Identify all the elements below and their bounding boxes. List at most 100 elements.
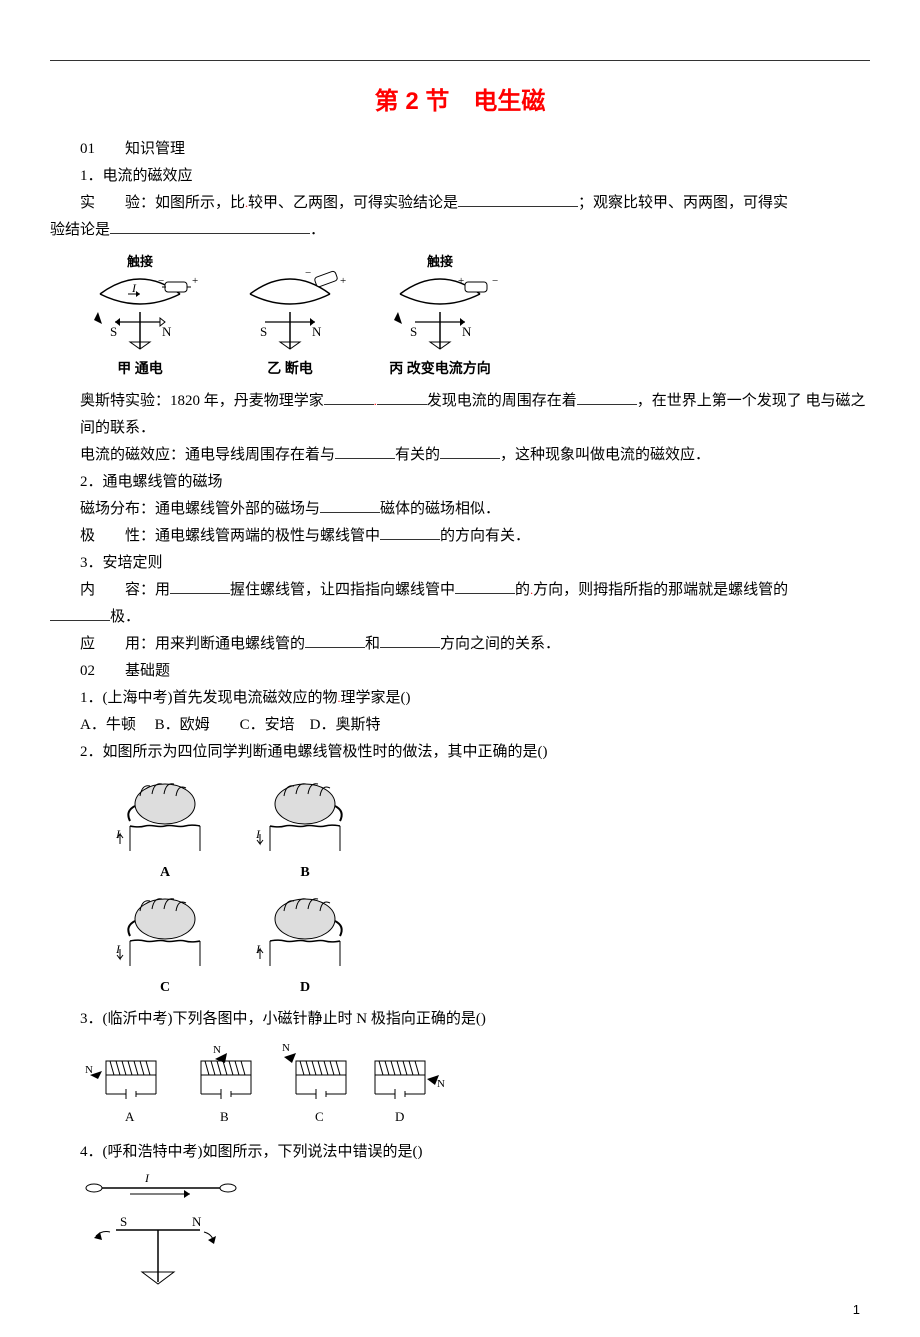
t: ，这种现象叫做电流的磁效应． [500,447,710,463]
svg-text:N: N [462,324,472,339]
svg-text:触接: 触接 [426,254,453,269]
opt-a: A．牛顿 [80,717,136,733]
circuit-diagram-icon: 触接 −+ I S N [80,254,200,354]
figure-row-1: 触接 −+ I S N 甲 通电 [80,254,870,378]
wire-compass-icon: I S N [80,1172,240,1292]
page-number: 1 [853,1302,860,1317]
section-01-header: 01 知识管理 [50,136,870,163]
svg-text:A: A [125,1109,135,1124]
t: 用 [155,582,170,598]
t: 如图所示，比 [155,195,245,211]
t: 奥斯特实验：1820 年，丹麦物理学家 [80,393,324,409]
q4-figure: I S N [80,1172,870,1297]
chapter-title: 第 2 节 电生磁 [50,81,870,116]
t: 电流的磁效应：通电导线周围存在着与 [80,447,335,463]
fig-label: B [300,865,309,881]
svg-text:S: S [110,324,117,339]
svg-text:N: N [213,1044,221,1056]
circuit-diagram-icon: −+ S N [230,254,350,354]
svg-text:N: N [282,1042,290,1054]
svg-text:I: I [144,1172,150,1185]
km-exp-line2: 验结论是． [50,217,870,244]
km-use: 应 用：用来判断通电螺线管的 和 方向之间的关系． [50,631,870,658]
hand-rule-icon: I [250,891,360,976]
fill-blank [377,389,427,405]
label: 实 验： [80,195,155,211]
fill-blank [305,632,365,648]
svg-text:D: D [395,1109,404,1124]
fill-blank [380,524,440,540]
fill-blank [380,632,440,648]
km-h3: 3．安培定则 [50,550,870,577]
svg-text:+: + [340,275,346,287]
opt-d: D．奥斯特 [310,717,381,733]
svg-text:B: B [220,1109,229,1124]
top-rule [50,60,870,61]
t: 较甲、乙两图，可得实验结论是 [248,195,458,211]
touch-label: 触接 [126,254,153,269]
km-h1: 1．电流的磁效应 [50,163,870,190]
q3: 3．(临沂中考)下列各图中，小磁针静止时 N 极指向正确的是() [50,1006,870,1033]
fig-caption: 乙 断电 [267,358,313,378]
t: 握住螺线管，让四指指向螺线管中 [230,582,455,598]
t: ；观察比较甲、丙两图，可得实 [578,195,788,211]
q2-figures: I A I B [80,776,870,996]
q2: 2．如图所示为四位同学判断通电螺线管极性时的做法，其中正确的是() [50,739,870,766]
svg-text:−: − [158,275,164,287]
fill-blank [458,191,578,207]
fill-blank [577,389,637,405]
opt-c: C．安培 [240,717,295,733]
t: 极． [110,609,140,625]
t: 应 用： [80,636,155,652]
section-num: 01 [80,141,95,157]
hand-fig-c: I C [110,891,220,996]
fig-caption: 甲 通电 [117,358,163,378]
hand-fig-b: I B [250,776,360,881]
fill-blank [455,578,515,594]
opt-b: B．欧姆 [155,717,210,733]
fill-blank [320,497,380,513]
q1: 1．(上海中考)首先发现电流磁效应的物.理学家是() [50,685,870,712]
solenoid-row-icon: N A N B N [80,1039,450,1134]
t: 理学家是() [341,690,411,706]
fig-jia: 触接 −+ I S N 甲 通电 [80,254,200,378]
fill-blank [110,218,310,234]
svg-text:S: S [410,324,417,339]
q3-figures: N A N B N [80,1039,870,1139]
svg-text:−: − [305,267,311,279]
circuit-diagram-icon: 触接 + − S N [380,254,500,354]
t: 用来判断通电螺线管的 [155,636,305,652]
fig-label: C [160,980,170,996]
t: 有关的 [395,447,440,463]
svg-text:N: N [437,1078,445,1090]
svg-text:−: − [492,275,498,287]
svg-text:C: C [315,1109,324,1124]
t: 和 [365,636,380,652]
section-label: 基础题 [125,663,170,679]
fig-label: A [160,865,170,881]
hand-rule-icon: I [250,776,360,861]
fig-label: D [300,980,310,996]
t: 发现电流的周围存在着 [427,393,577,409]
km-content-line2: 极． [50,604,870,631]
svg-text:+: + [458,275,464,287]
t: 磁场分布：通电螺线管外部的磁场与 [80,501,320,517]
fill-blank [324,389,374,405]
fig-bing: 触接 +− S N 丙 改变电流方向 [380,254,500,378]
fig-yi: −+ S N 乙 断电 [230,254,350,378]
t: 磁体的磁场相似． [380,501,500,517]
km-exp-line: 实 验：如图所示，比.较甲、乙两图，可得实验结论是；观察比较甲、丙两图，可得实 [50,190,870,217]
fill-blank [50,605,110,621]
q4: 4．(呼和浩特中考)如图所示，下列说法中错误的是() [50,1139,870,1166]
t: 方向之间的关系． [440,636,560,652]
svg-text:N: N [192,1214,202,1229]
section-num: 02 [80,663,95,679]
t: 极 性：通电螺线管两端的极性与螺线管中 [80,528,380,544]
section-label: 知识管理 [125,141,185,157]
svg-text:S: S [120,1214,127,1229]
page-container: 第 2 节 电生磁 01 知识管理 1．电流的磁效应 实 验：如图所示，比.较甲… [0,0,920,1337]
hand-fig-d: I D [250,891,360,996]
t: 1．(上海中考)首先发现电流磁效应的物 [80,690,338,706]
hand-rule-icon: I [110,776,220,861]
km-mageff: 电流的磁效应：通电导线周围存在着与 有关的 ，这种现象叫做电流的磁效应． [50,442,870,469]
